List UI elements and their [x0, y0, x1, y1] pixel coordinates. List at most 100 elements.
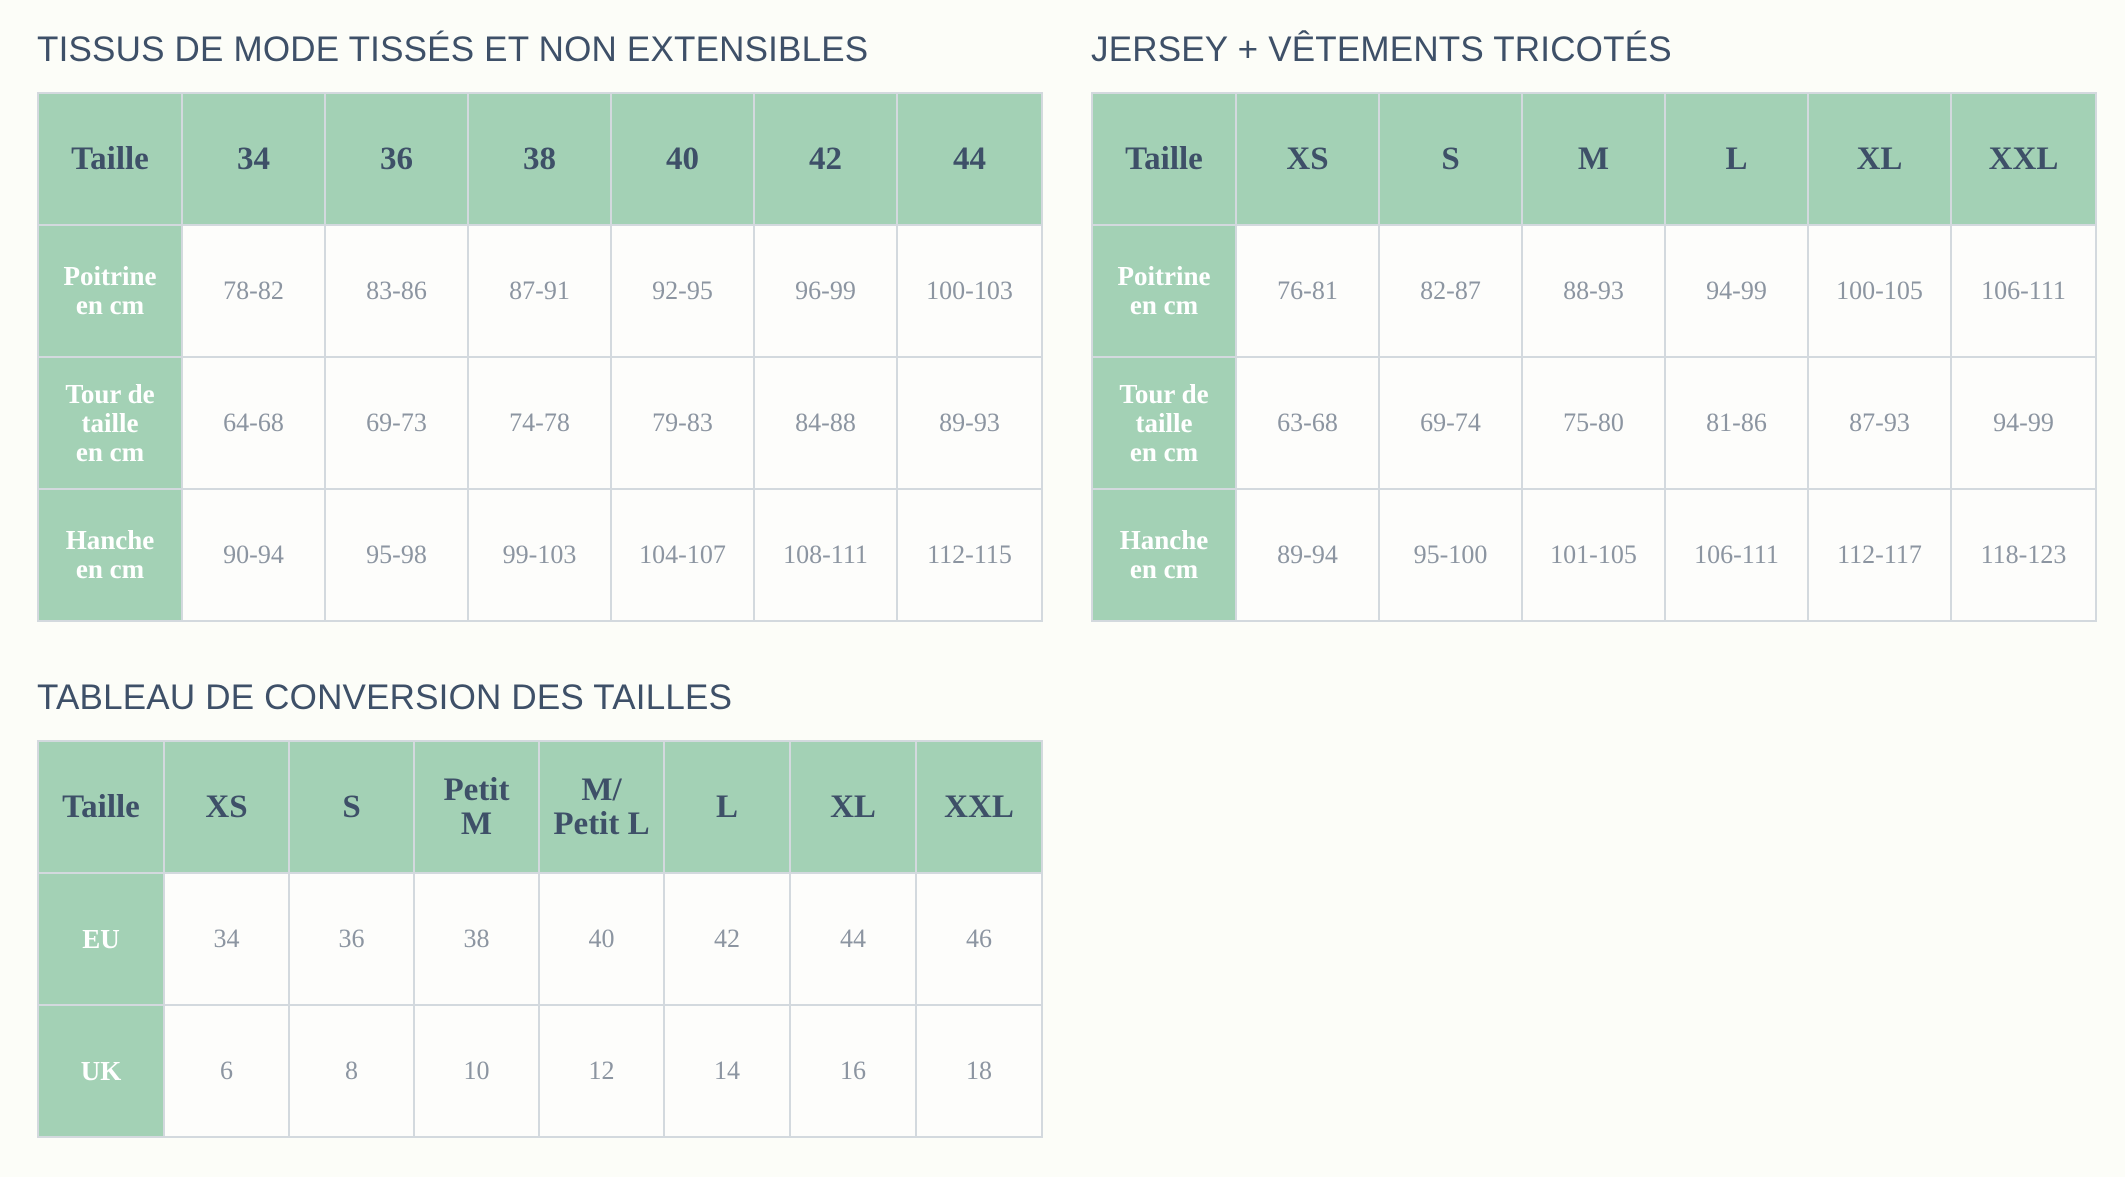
woven-cell: 84-88 [753, 356, 898, 490]
jersey-col-header: XS [1235, 92, 1380, 226]
woven-header-row: Taille 34 36 38 40 42 44 [37, 92, 1043, 226]
jersey-corner-header: Taille [1091, 92, 1237, 226]
conversion-cell: 36 [288, 872, 415, 1006]
conversion-cell: 44 [789, 872, 917, 1006]
conversion-cell: 10 [413, 1004, 540, 1138]
jersey-cell: 81-86 [1664, 356, 1809, 490]
woven-cell: 92-95 [610, 224, 755, 358]
conversion-cell: 34 [163, 872, 290, 1006]
woven-col-header: 44 [896, 92, 1043, 226]
woven-cell: 79-83 [610, 356, 755, 490]
conversion-cell: 38 [413, 872, 540, 1006]
jersey-cell: 88-93 [1521, 224, 1666, 358]
jersey-cell: 82-87 [1378, 224, 1523, 358]
conversion-cell: 12 [538, 1004, 665, 1138]
conversion-cell: 18 [915, 1004, 1043, 1138]
woven-cell: 74-78 [467, 356, 612, 490]
woven-cell: 83-86 [324, 224, 469, 358]
conversion-cell: 42 [663, 872, 791, 1006]
jersey-row-label: Tour de taille en cm [1091, 356, 1237, 490]
woven-cell: 95-98 [324, 488, 469, 622]
jersey-cell: 118-123 [1950, 488, 2097, 622]
jersey-col-header: S [1378, 92, 1523, 226]
conversion-row-uk: UK 6 8 10 12 14 16 18 [37, 1004, 1043, 1138]
jersey-cell: 89-94 [1235, 488, 1380, 622]
jersey-size-table: Taille XS S M L XL XXL Poitrine en cm 76… [1091, 92, 2097, 622]
conversion-title: TABLEAU DE CONVERSION DES TAILLES [37, 678, 733, 717]
woven-section: TISSUS DE MODE TISSÉS ET NON EXTENSIBLES… [37, 30, 1043, 622]
jersey-cell: 63-68 [1235, 356, 1380, 490]
jersey-row-hip: Hanche en cm 89-94 95-100 101-105 106-11… [1091, 488, 2097, 622]
jersey-col-header: L [1664, 92, 1809, 226]
woven-cell: 112-115 [896, 488, 1043, 622]
woven-row-chest: Poitrine en cm 78-82 83-86 87-91 92-95 9… [37, 224, 1043, 358]
jersey-section: JERSEY + VÊTEMENTS TRICOTÉS Taille XS S … [1091, 30, 2097, 622]
jersey-row-label: Hanche en cm [1091, 488, 1237, 622]
conversion-size-table: Taille XS S Petit M M/ Petit L L XL XXL … [37, 740, 1043, 1138]
woven-cell: 89-93 [896, 356, 1043, 490]
woven-size-table: Taille 34 36 38 40 42 44 Poitrine en cm … [37, 92, 1043, 622]
conversion-col-header: Petit M [413, 740, 540, 874]
jersey-cell: 87-93 [1807, 356, 1952, 490]
woven-cell: 69-73 [324, 356, 469, 490]
woven-cell: 104-107 [610, 488, 755, 622]
jersey-col-header: XXL [1950, 92, 2097, 226]
conversion-col-header: XL [789, 740, 917, 874]
woven-cell: 108-111 [753, 488, 898, 622]
jersey-cell: 76-81 [1235, 224, 1380, 358]
woven-row-hip: Hanche en cm 90-94 95-98 99-103 104-107 … [37, 488, 1043, 622]
jersey-cell: 101-105 [1521, 488, 1666, 622]
conversion-cell: 46 [915, 872, 1043, 1006]
woven-col-header: 34 [181, 92, 326, 226]
jersey-cell: 95-100 [1378, 488, 1523, 622]
conversion-col-header: L [663, 740, 791, 874]
jersey-cell: 112-117 [1807, 488, 1952, 622]
conversion-col-header: XXL [915, 740, 1043, 874]
woven-title: TISSUS DE MODE TISSÉS ET NON EXTENSIBLES [37, 30, 869, 69]
jersey-row-label: Poitrine en cm [1091, 224, 1237, 358]
conversion-cell: 40 [538, 872, 665, 1006]
woven-cell: 99-103 [467, 488, 612, 622]
conversion-cell: 6 [163, 1004, 290, 1138]
conversion-col-header: S [288, 740, 415, 874]
conversion-cell: 14 [663, 1004, 791, 1138]
conversion-section: TABLEAU DE CONVERSION DES TAILLES Taille… [37, 678, 1043, 1138]
woven-row-label: Poitrine en cm [37, 224, 183, 358]
conversion-row-label: UK [37, 1004, 165, 1138]
conversion-cell: 8 [288, 1004, 415, 1138]
woven-cell: 90-94 [181, 488, 326, 622]
woven-cell: 87-91 [467, 224, 612, 358]
jersey-cell: 75-80 [1521, 356, 1666, 490]
woven-col-header: 40 [610, 92, 755, 226]
jersey-title: JERSEY + VÊTEMENTS TRICOTÉS [1091, 30, 1672, 69]
jersey-header-row: Taille XS S M L XL XXL [1091, 92, 2097, 226]
woven-col-header: 38 [467, 92, 612, 226]
conversion-row-label: EU [37, 872, 165, 1006]
conversion-row-eu: EU 34 36 38 40 42 44 46 [37, 872, 1043, 1006]
woven-cell: 64-68 [181, 356, 326, 490]
woven-cell: 78-82 [181, 224, 326, 358]
conversion-corner-header: Taille [37, 740, 165, 874]
jersey-cell: 106-111 [1664, 488, 1809, 622]
woven-col-header: 36 [324, 92, 469, 226]
conversion-cell: 16 [789, 1004, 917, 1138]
woven-cell: 96-99 [753, 224, 898, 358]
conversion-header-row: Taille XS S Petit M M/ Petit L L XL XXL [37, 740, 1043, 874]
woven-row-label: Hanche en cm [37, 488, 183, 622]
woven-row-label: Tour de taille en cm [37, 356, 183, 490]
jersey-row-waist: Tour de taille en cm 63-68 69-74 75-80 8… [1091, 356, 2097, 490]
woven-col-header: 42 [753, 92, 898, 226]
jersey-cell: 69-74 [1378, 356, 1523, 490]
jersey-col-header: XL [1807, 92, 1952, 226]
woven-row-waist: Tour de taille en cm 64-68 69-73 74-78 7… [37, 356, 1043, 490]
woven-corner-header: Taille [37, 92, 183, 226]
jersey-cell: 106-111 [1950, 224, 2097, 358]
jersey-row-chest: Poitrine en cm 76-81 82-87 88-93 94-99 1… [1091, 224, 2097, 358]
jersey-cell: 100-105 [1807, 224, 1952, 358]
jersey-cell: 94-99 [1664, 224, 1809, 358]
jersey-cell: 94-99 [1950, 356, 2097, 490]
jersey-col-header: M [1521, 92, 1666, 226]
conversion-col-header: M/ Petit L [538, 740, 665, 874]
conversion-col-header: XS [163, 740, 290, 874]
woven-cell: 100-103 [896, 224, 1043, 358]
